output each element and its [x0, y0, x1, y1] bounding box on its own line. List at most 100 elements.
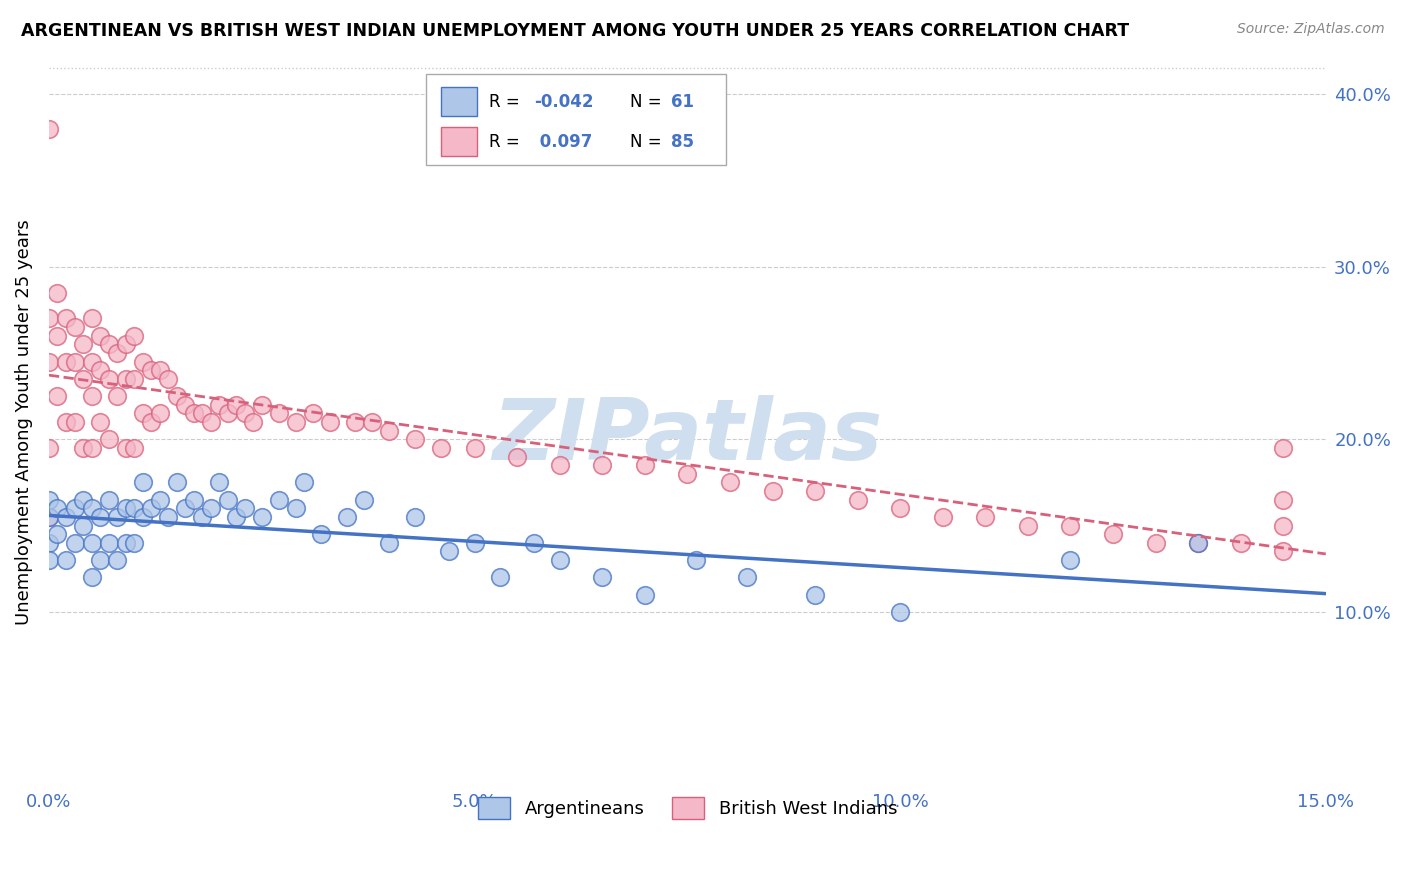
- Point: [149, 363, 172, 377]
- Point: [1272, 441, 1295, 455]
- Point: [548, 458, 571, 472]
- Point: [97, 432, 120, 446]
- Point: [437, 544, 460, 558]
- Point: [1144, 536, 1167, 550]
- Point: [208, 475, 231, 490]
- Point: [46, 328, 69, 343]
- Point: [89, 363, 111, 377]
- Point: [284, 501, 307, 516]
- Point: [932, 510, 955, 524]
- Point: [634, 458, 657, 472]
- Point: [72, 492, 94, 507]
- Point: [200, 415, 222, 429]
- Point: [63, 415, 86, 429]
- Point: [429, 441, 451, 455]
- Point: [233, 406, 256, 420]
- Point: [284, 415, 307, 429]
- Point: [336, 510, 359, 524]
- Point: [634, 588, 657, 602]
- Point: [267, 406, 290, 420]
- Point: [974, 510, 997, 524]
- FancyBboxPatch shape: [426, 74, 725, 165]
- Point: [105, 553, 128, 567]
- Point: [761, 483, 783, 498]
- Point: [250, 398, 273, 412]
- Point: [89, 510, 111, 524]
- Point: [38, 311, 60, 326]
- Point: [131, 406, 153, 420]
- Text: 0.097: 0.097: [534, 133, 592, 151]
- Point: [225, 510, 247, 524]
- Point: [225, 398, 247, 412]
- Point: [63, 320, 86, 334]
- Point: [38, 553, 60, 567]
- Point: [361, 415, 384, 429]
- Point: [311, 527, 333, 541]
- Point: [267, 492, 290, 507]
- Text: N =: N =: [630, 93, 662, 111]
- Point: [46, 389, 69, 403]
- Point: [89, 328, 111, 343]
- Point: [718, 475, 741, 490]
- Point: [122, 328, 145, 343]
- Point: [591, 458, 613, 472]
- Text: 85: 85: [671, 133, 693, 151]
- Point: [1017, 518, 1039, 533]
- Point: [97, 337, 120, 351]
- Point: [1059, 518, 1081, 533]
- Point: [46, 527, 69, 541]
- Point: [157, 510, 180, 524]
- Point: [378, 536, 401, 550]
- Text: -0.042: -0.042: [534, 93, 593, 111]
- Point: [292, 475, 315, 490]
- Point: [114, 501, 136, 516]
- Point: [1059, 553, 1081, 567]
- Point: [302, 406, 325, 420]
- Text: R =: R =: [489, 93, 520, 111]
- Bar: [441, 127, 477, 156]
- Point: [846, 492, 869, 507]
- Text: ARGENTINEAN VS BRITISH WEST INDIAN UNEMPLOYMENT AMONG YOUTH UNDER 25 YEARS CORRE: ARGENTINEAN VS BRITISH WEST INDIAN UNEMP…: [21, 22, 1129, 40]
- Point: [149, 492, 172, 507]
- Point: [72, 337, 94, 351]
- Point: [1102, 527, 1125, 541]
- Point: [200, 501, 222, 516]
- Point: [63, 501, 86, 516]
- Point: [139, 415, 162, 429]
- Point: [114, 536, 136, 550]
- Point: [506, 450, 529, 464]
- Point: [38, 441, 60, 455]
- Point: [404, 510, 426, 524]
- Point: [114, 337, 136, 351]
- Point: [131, 475, 153, 490]
- Point: [139, 501, 162, 516]
- Point: [97, 492, 120, 507]
- Point: [685, 553, 707, 567]
- Point: [46, 285, 69, 300]
- Point: [114, 372, 136, 386]
- Bar: [441, 87, 477, 116]
- Point: [464, 536, 486, 550]
- Point: [166, 389, 188, 403]
- Point: [38, 510, 60, 524]
- Point: [46, 501, 69, 516]
- Point: [72, 441, 94, 455]
- Point: [166, 475, 188, 490]
- Point: [523, 536, 546, 550]
- Text: Source: ZipAtlas.com: Source: ZipAtlas.com: [1237, 22, 1385, 37]
- Point: [38, 510, 60, 524]
- Point: [80, 389, 103, 403]
- Point: [183, 492, 205, 507]
- Point: [344, 415, 367, 429]
- Point: [676, 467, 699, 481]
- Text: ZIPatlas: ZIPatlas: [492, 395, 883, 478]
- Point: [38, 492, 60, 507]
- Point: [217, 406, 239, 420]
- Point: [804, 588, 827, 602]
- Point: [183, 406, 205, 420]
- Point: [1187, 536, 1209, 550]
- Point: [105, 346, 128, 360]
- Point: [55, 553, 77, 567]
- Point: [319, 415, 342, 429]
- Point: [72, 372, 94, 386]
